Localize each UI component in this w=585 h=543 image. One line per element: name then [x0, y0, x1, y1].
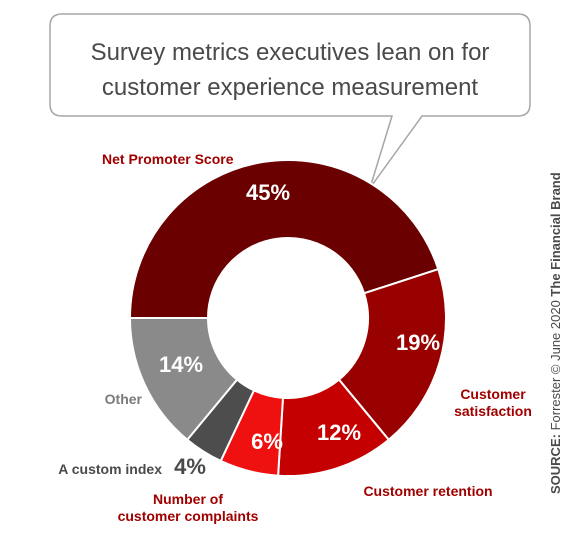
slice-customer-satisfaction	[337, 267, 447, 442]
slice-label-a-custom-index: A custom index	[58, 461, 162, 477]
value-label-other: 14%	[159, 352, 203, 377]
slice-net-promoter-score	[128, 159, 440, 319]
slice-other	[128, 317, 239, 442]
chart-title-line-1: Survey metrics executives lean on for	[91, 39, 490, 66]
slice-label-customer-satisfaction: Customer satisfaction	[454, 386, 532, 419]
value-label-number-of-customer-complaints: 6%	[251, 429, 283, 454]
slice-label-other: Other	[105, 391, 143, 407]
value-label-customer-satisfaction: 19%	[396, 330, 440, 355]
value-label-customer-retention: 12%	[317, 420, 361, 445]
chart-title-line-2: customer experience measurement	[102, 74, 479, 101]
value-label-net-promoter-score: 45%	[246, 180, 290, 205]
title-bubble	[49, 13, 531, 189]
slice-label-number-of-customer-complaints: Number of customer complaints	[118, 491, 259, 524]
slice-label-customer-retention: Customer retention	[363, 483, 492, 499]
value-label-a-custom-index: 4%	[174, 454, 206, 479]
slice-label-net-promoter-score: Net Promoter Score	[102, 151, 234, 167]
